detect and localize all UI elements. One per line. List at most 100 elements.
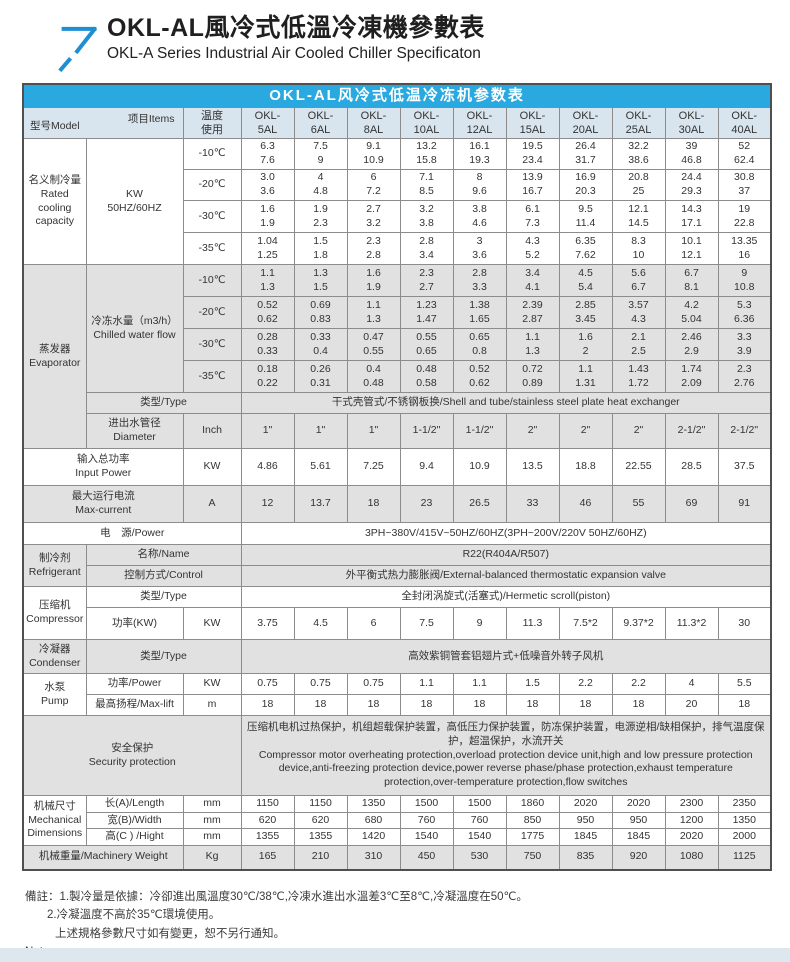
table-cell: 9 (452, 607, 507, 641)
table-cell: 2" (611, 413, 666, 450)
temp-label: -10℃ (182, 264, 242, 298)
table-cell: 1-1/2" (399, 413, 454, 450)
note-line: 備註：1.製冷量是依據：冷卻進出風溫度30℃/38℃,冷凍水進出水溫差3℃至8℃… (25, 890, 528, 903)
table-cell: 1.9 2.3 (293, 200, 348, 234)
table-cell: 52 62.4 (717, 138, 772, 171)
table-cell: 8 9.6 (452, 169, 507, 202)
table-cell: 11.3*2 (664, 607, 719, 641)
label-pump-power: 功率/Power (85, 673, 184, 696)
table-cell: 950 (558, 811, 613, 830)
table-cell: 2020 (611, 795, 666, 813)
table-cell: 5.6 6.7 (611, 264, 666, 298)
table-cell: 3 3.6 (452, 232, 507, 266)
table-cell: 2.7 3.2 (346, 200, 401, 234)
table-cell: 1.1 (399, 673, 454, 696)
table-cell: 4.5 5.4 (558, 264, 613, 298)
table-cell: 18 (346, 485, 401, 524)
table-cell: 13.2 15.8 (399, 138, 454, 171)
power-supply-value: 3PH~380V/415V~50HZ/60HZ(3PH~200V/220V 50… (240, 522, 772, 546)
table-cell: 9.37*2 (611, 607, 666, 641)
table-cell: 26.5 (452, 485, 507, 524)
evaporator-type-value: 干式壳管式/不锈钢板换/Shell and tube/stainless ste… (240, 392, 772, 415)
label-evaporator: 蒸发器 Evaporator (22, 264, 87, 450)
table-cell: 19 22.8 (717, 200, 772, 234)
table-cell: 1845 (611, 828, 666, 847)
table-cell: 3.4 4.1 (505, 264, 560, 298)
table-cell: 0.18 0.22 (240, 360, 295, 394)
table-cell: 2.85 3.45 (558, 296, 613, 330)
table-cell: 0.47 0.55 (346, 328, 401, 362)
table-cell: 1.1 1.31 (558, 360, 613, 394)
table-cell: 18 (399, 694, 454, 717)
table-cell: 10.9 (452, 448, 507, 487)
label-max-lift: 最高扬程/Max-lift (85, 694, 184, 717)
table-cell: 620 (240, 811, 295, 830)
label-compressor-type: 类型/Type (85, 586, 242, 609)
table-cell: 0.33 0.4 (293, 328, 348, 362)
table-cell: 0.55 0.65 (399, 328, 454, 362)
page-subtitle: OKL-A Series Industrial Air Cooled Chill… (107, 45, 481, 63)
table-cell: 4 4.8 (293, 169, 348, 202)
table-cell: 0.72 0.89 (505, 360, 560, 394)
table-cell: 13.7 (293, 485, 348, 524)
table-cell: 9 10.8 (717, 264, 772, 298)
table-cell: 46 (558, 485, 613, 524)
table-cell: 16.1 19.3 (452, 138, 507, 171)
table-cell: 91 (717, 485, 772, 524)
table-cell: 1.1 1.3 (346, 296, 401, 330)
label-length: 长(A)/Length (85, 795, 184, 813)
label-width: 宽(B)/Width (85, 811, 184, 830)
header-temp: 温度 使用 (182, 106, 242, 140)
header-model: OKL- 40AL (717, 106, 772, 140)
note-line: 上述規格參數尺寸如有變更，恕不另行通知。 (55, 927, 285, 940)
table-cell: 33 (505, 485, 560, 524)
table-cell: 11.3 (505, 607, 560, 641)
bottom-strip (0, 948, 790, 962)
table-cell: 1.23 1.47 (399, 296, 454, 330)
table-cell: 13.5 (505, 448, 560, 487)
table-cell: 310 (346, 845, 401, 871)
temp-label: -30℃ (182, 328, 242, 362)
table-cell: 7.5 (399, 607, 454, 641)
table-cell: 2-1/2" (717, 413, 772, 450)
table-cell: 2" (558, 413, 613, 450)
label-condenser: 冷凝器 Condenser (22, 639, 87, 675)
table-cell: 2000 (717, 828, 772, 847)
temp-label: -30℃ (182, 200, 242, 234)
table-cell: 24.4 29.3 (664, 169, 719, 202)
table-cell: 2350 (717, 795, 772, 813)
table-cell: 18.8 (558, 448, 613, 487)
table-cell: 2.8 3.4 (399, 232, 454, 266)
table-cell: 1.04 1.25 (240, 232, 295, 266)
refrigerant-control-value: 外平衡式热力膨胀阀/External-balanced thermostatic… (240, 565, 772, 588)
table-cell: 55 (611, 485, 666, 524)
temp-label: -20℃ (182, 296, 242, 330)
table-cell: 39 46.8 (664, 138, 719, 171)
table-cell: 30.8 37 (717, 169, 772, 202)
condenser-type-value: 高效紫铜管套铝翅片式+低噪音外转子风机 (240, 639, 772, 675)
table-cell: 4.3 5.2 (505, 232, 560, 266)
table-cell: 1.74 2.09 (664, 360, 719, 394)
temp-label: -35℃ (182, 232, 242, 266)
table-cell: 0.52 0.62 (452, 360, 507, 394)
table-cell: 14.3 17.1 (664, 200, 719, 234)
table-cell: 1845 (558, 828, 613, 847)
table-cell: 1.3 1.5 (293, 264, 348, 298)
table-cell: 450 (399, 845, 454, 871)
label-max-current: 最大运行电流 Max-current (22, 485, 184, 524)
label-capacity-unit: KW 50HZ/60HZ (85, 138, 184, 266)
table-cell: 2.3 2.7 (399, 264, 454, 298)
unit-m: m (182, 694, 242, 717)
header-model-items: 型号Model 项目Items (22, 106, 184, 140)
table-cell: 1" (240, 413, 295, 450)
label-input-power: 输入总功率 Input Power (22, 448, 184, 487)
table-cell: 5.5 (717, 673, 772, 696)
note-line: 2.冷凝溫度不高於35℃環境使用。 (47, 909, 221, 922)
table-cell: 850 (505, 811, 560, 830)
table-cell: 4.2 5.04 (664, 296, 719, 330)
compressor-type-value: 全封闭涡旋式(活塞式)/Hermetic scroll(piston) (240, 586, 772, 609)
table-cell: 6 7.2 (346, 169, 401, 202)
table-cell: 2.46 2.9 (664, 328, 719, 362)
unit-kw: KW (182, 448, 242, 487)
